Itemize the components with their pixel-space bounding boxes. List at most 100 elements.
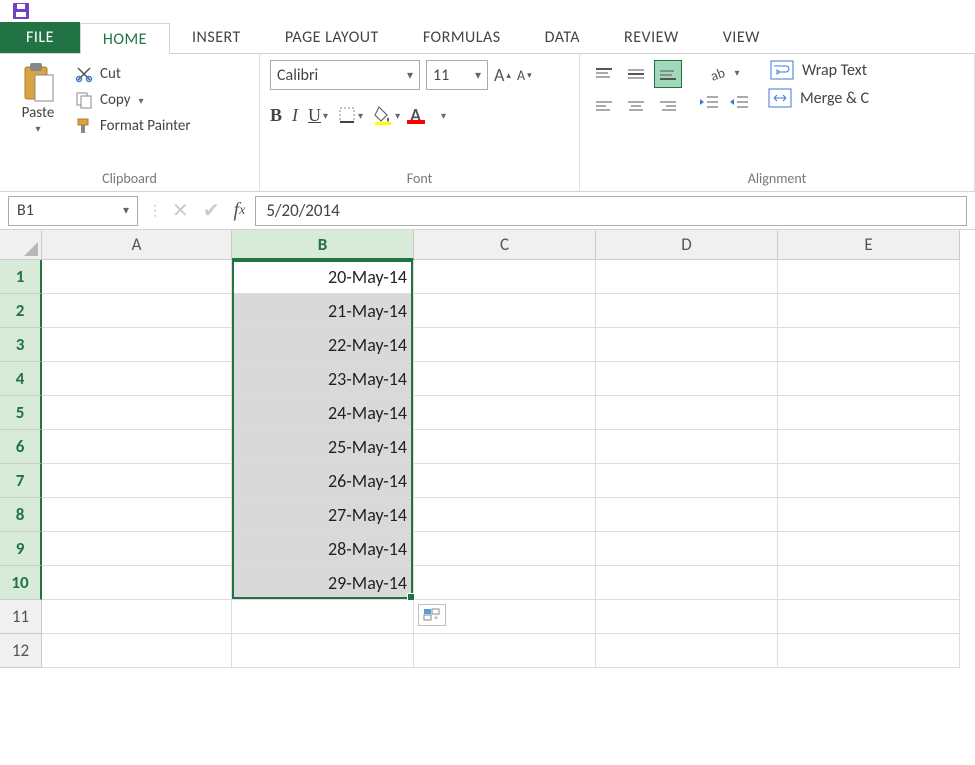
- cell[interactable]: [778, 634, 960, 668]
- cell[interactable]: [778, 532, 960, 566]
- cell[interactable]: [414, 498, 596, 532]
- tab-page-layout[interactable]: PAGE LAYOUT: [263, 22, 401, 53]
- qat-save-icon[interactable]: [8, 1, 34, 21]
- cell[interactable]: 21-May-14: [232, 294, 414, 328]
- cut-button[interactable]: Cut: [74, 64, 191, 84]
- cell-grid[interactable]: 20-May-1421-May-1422-May-1423-May-1424-M…: [42, 260, 975, 668]
- cell[interactable]: [596, 260, 778, 294]
- cell[interactable]: [42, 294, 232, 328]
- cell[interactable]: [596, 600, 778, 634]
- column-header[interactable]: D: [596, 230, 778, 260]
- cell[interactable]: 24-May-14: [232, 396, 414, 430]
- cell[interactable]: 23-May-14: [232, 362, 414, 396]
- cell[interactable]: 25-May-14: [232, 430, 414, 464]
- cell[interactable]: [596, 362, 778, 396]
- copy-dropdown-icon[interactable]: ▾: [139, 94, 144, 107]
- cell[interactable]: [778, 396, 960, 430]
- cell[interactable]: [42, 532, 232, 566]
- cell[interactable]: [414, 532, 596, 566]
- row-header[interactable]: 3: [0, 328, 42, 362]
- cell[interactable]: [42, 634, 232, 668]
- cell[interactable]: [42, 464, 232, 498]
- cell[interactable]: 27-May-14: [232, 498, 414, 532]
- increase-font-button[interactable]: A▴: [494, 64, 511, 86]
- enter-formula-button[interactable]: ✔: [203, 198, 220, 223]
- column-header[interactable]: C: [414, 230, 596, 260]
- format-painter-button[interactable]: Format Painter: [74, 116, 191, 136]
- cell[interactable]: [596, 566, 778, 600]
- row-header[interactable]: 4: [0, 362, 42, 396]
- row-header[interactable]: 1: [0, 260, 42, 294]
- cell[interactable]: 22-May-14: [232, 328, 414, 362]
- cell[interactable]: [778, 498, 960, 532]
- cell[interactable]: [42, 498, 232, 532]
- cell[interactable]: [596, 532, 778, 566]
- cell[interactable]: [596, 464, 778, 498]
- paste-label[interactable]: Paste: [22, 104, 55, 122]
- cell[interactable]: [414, 396, 596, 430]
- cell[interactable]: [778, 600, 960, 634]
- merge-center-button[interactable]: Merge & C: [768, 88, 869, 108]
- cell[interactable]: [778, 464, 960, 498]
- cell[interactable]: [778, 294, 960, 328]
- row-header[interactable]: 6: [0, 430, 42, 464]
- cell[interactable]: [596, 294, 778, 328]
- decrease-font-button[interactable]: A▾: [517, 67, 532, 84]
- row-header[interactable]: 9: [0, 532, 42, 566]
- insert-function-button[interactable]: fx: [234, 199, 246, 222]
- formula-bar[interactable]: 5/20/2014: [255, 196, 967, 226]
- column-header[interactable]: B: [232, 230, 414, 260]
- row-header[interactable]: 11: [0, 600, 42, 634]
- tab-data[interactable]: DATA: [523, 22, 602, 53]
- name-box[interactable]: B1 ▾: [8, 196, 138, 226]
- font-name-combo[interactable]: Calibri ▾: [270, 60, 420, 90]
- copy-button[interactable]: Copy ▾: [74, 90, 191, 110]
- cell[interactable]: [42, 396, 232, 430]
- cell[interactable]: [42, 362, 232, 396]
- column-header[interactable]: A: [42, 230, 232, 260]
- row-header[interactable]: 2: [0, 294, 42, 328]
- cell[interactable]: [42, 430, 232, 464]
- decrease-indent-button[interactable]: [698, 94, 720, 110]
- cell[interactable]: [596, 430, 778, 464]
- cell[interactable]: [232, 600, 414, 634]
- row-header[interactable]: 5: [0, 396, 42, 430]
- align-right-button[interactable]: [654, 92, 682, 120]
- tab-insert[interactable]: INSERT: [170, 22, 263, 53]
- cell[interactable]: [414, 464, 596, 498]
- bold-button[interactable]: B: [270, 105, 282, 126]
- cancel-formula-button[interactable]: ✕: [172, 198, 189, 223]
- cell[interactable]: [596, 396, 778, 430]
- wrap-text-button[interactable]: Wrap Text: [768, 60, 869, 80]
- cell[interactable]: [42, 566, 232, 600]
- align-top-button[interactable]: [590, 60, 618, 88]
- font-color-button[interactable]: A ▾: [410, 104, 446, 126]
- row-header[interactable]: 10: [0, 566, 42, 600]
- align-left-button[interactable]: [590, 92, 618, 120]
- align-middle-button[interactable]: [622, 60, 650, 88]
- cell[interactable]: [596, 634, 778, 668]
- tab-review[interactable]: REVIEW: [602, 22, 701, 53]
- cell[interactable]: 26-May-14: [232, 464, 414, 498]
- cell[interactable]: [414, 362, 596, 396]
- cell[interactable]: [778, 328, 960, 362]
- cell[interactable]: [414, 294, 596, 328]
- tab-home[interactable]: HOME: [80, 23, 170, 54]
- increase-indent-button[interactable]: [728, 94, 750, 110]
- cell[interactable]: 28-May-14: [232, 532, 414, 566]
- cell[interactable]: 20-May-14: [232, 260, 414, 294]
- cell[interactable]: [42, 600, 232, 634]
- select-all-corner[interactable]: [0, 230, 42, 260]
- tab-file[interactable]: FILE: [0, 22, 80, 53]
- cell[interactable]: 29-May-14: [232, 566, 414, 600]
- cell[interactable]: [42, 328, 232, 362]
- cell[interactable]: [414, 566, 596, 600]
- align-center-button[interactable]: [622, 92, 650, 120]
- paste-dropdown-icon[interactable]: ▾: [35, 122, 40, 135]
- cell[interactable]: [414, 328, 596, 362]
- fill-color-button[interactable]: ▾: [373, 105, 400, 125]
- row-header[interactable]: 12: [0, 634, 42, 668]
- italic-button[interactable]: I: [292, 105, 298, 126]
- borders-button[interactable]: ▾: [338, 106, 363, 124]
- cell[interactable]: [778, 566, 960, 600]
